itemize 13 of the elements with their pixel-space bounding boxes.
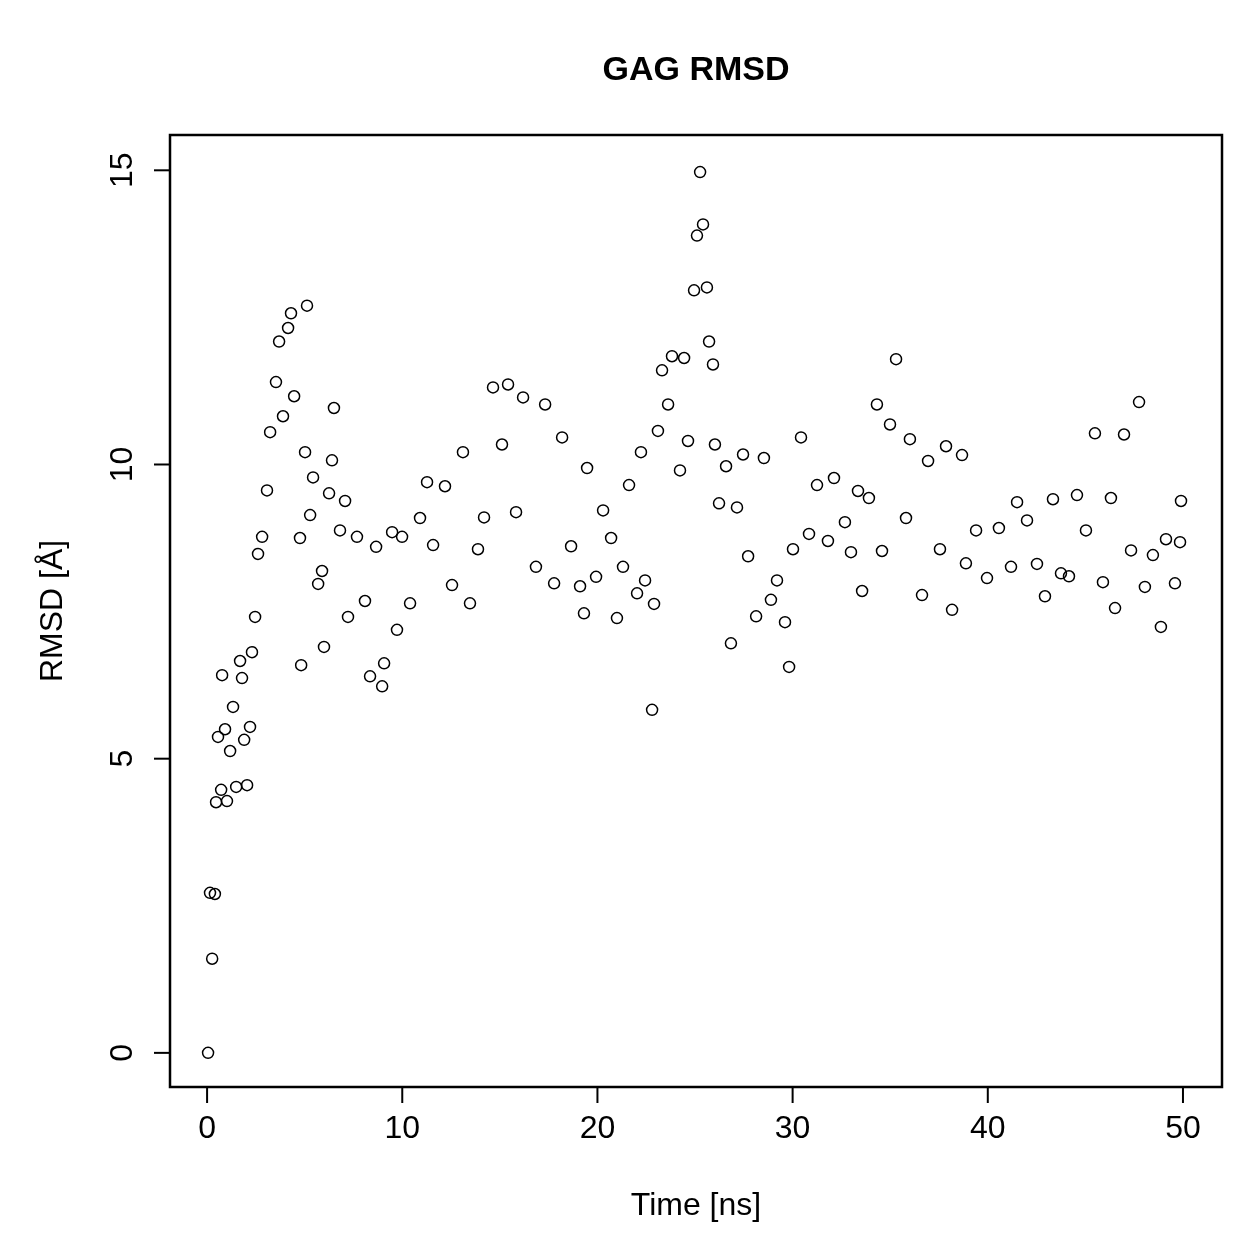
y-tick-label: 5: [103, 749, 139, 768]
x-tick-label: 20: [579, 1109, 616, 1145]
y-axis-title: RMSD [Å]: [33, 539, 69, 683]
chart-title: GAG RMSD: [602, 49, 790, 87]
x-tick-label: 0: [198, 1109, 216, 1145]
x-tick-label: 40: [969, 1109, 1006, 1145]
x-tick-label: 10: [384, 1109, 421, 1145]
x-axis-title: Time [ns]: [630, 1186, 762, 1222]
x-tick-label: 30: [774, 1109, 811, 1145]
y-tick-label: 10: [103, 446, 139, 483]
y-tick-label: 0: [103, 1043, 139, 1062]
x-tick-label: 50: [1165, 1109, 1201, 1145]
y-tick-label: 15: [103, 152, 139, 189]
